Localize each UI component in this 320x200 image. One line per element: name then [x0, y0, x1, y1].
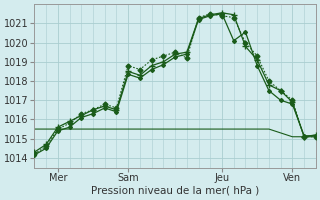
- X-axis label: Pression niveau de la mer( hPa ): Pression niveau de la mer( hPa ): [91, 186, 259, 196]
